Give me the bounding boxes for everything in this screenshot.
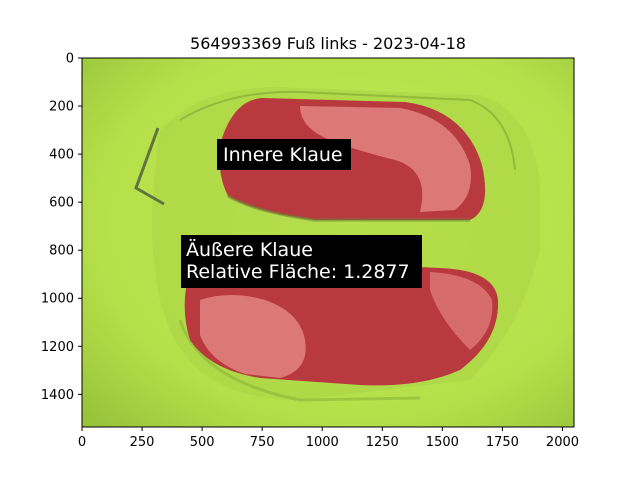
marker-scribble <box>134 127 165 206</box>
x-tick-label: 250 <box>130 435 155 450</box>
x-tick-label: 0 <box>78 435 86 450</box>
label-inner-claw: Innere Klaue <box>217 139 351 170</box>
x-tick-label: 2000 <box>546 435 579 450</box>
y-tick-label: 1200 <box>41 340 74 355</box>
label-box <box>181 235 422 288</box>
label-box <box>217 139 351 170</box>
label-outer-claw: Äußere Klaue Relative Fläche: 1.2877 <box>181 235 422 288</box>
axes-frame <box>81 57 575 428</box>
y-tick-label: 1400 <box>41 388 74 403</box>
x-axis: 0 250 500 750 1000 1250 1500 1750 2000 <box>78 427 579 450</box>
outer-claw <box>184 258 499 386</box>
x-tick-label: 1000 <box>306 435 339 450</box>
y-tick-label: 600 <box>49 196 74 211</box>
y-tick-label: 400 <box>49 148 74 163</box>
x-tick-label: 500 <box>190 435 215 450</box>
x-tick-label: 1750 <box>486 435 519 450</box>
label-outer-line-2: Relative Fläche: 1.2877 <box>186 261 410 283</box>
y-tick-label: 0 <box>66 52 74 67</box>
y-tick-label: 1000 <box>41 292 74 307</box>
x-tick-label: 1250 <box>366 435 399 450</box>
y-axis: 0 200 400 600 800 1000 1200 1400 <box>41 52 82 403</box>
label-inner-text: Innere Klaue <box>223 144 343 166</box>
x-tick-label: 750 <box>250 435 275 450</box>
label-outer-line-1: Äußere Klaue <box>186 238 313 261</box>
inner-claw <box>219 98 486 222</box>
y-tick-label: 800 <box>49 244 74 259</box>
figure-title: 564993369 Fuß links - 2023-04-18 <box>190 34 466 53</box>
x-tick-label: 1500 <box>426 435 459 450</box>
y-tick-label: 200 <box>49 100 74 115</box>
